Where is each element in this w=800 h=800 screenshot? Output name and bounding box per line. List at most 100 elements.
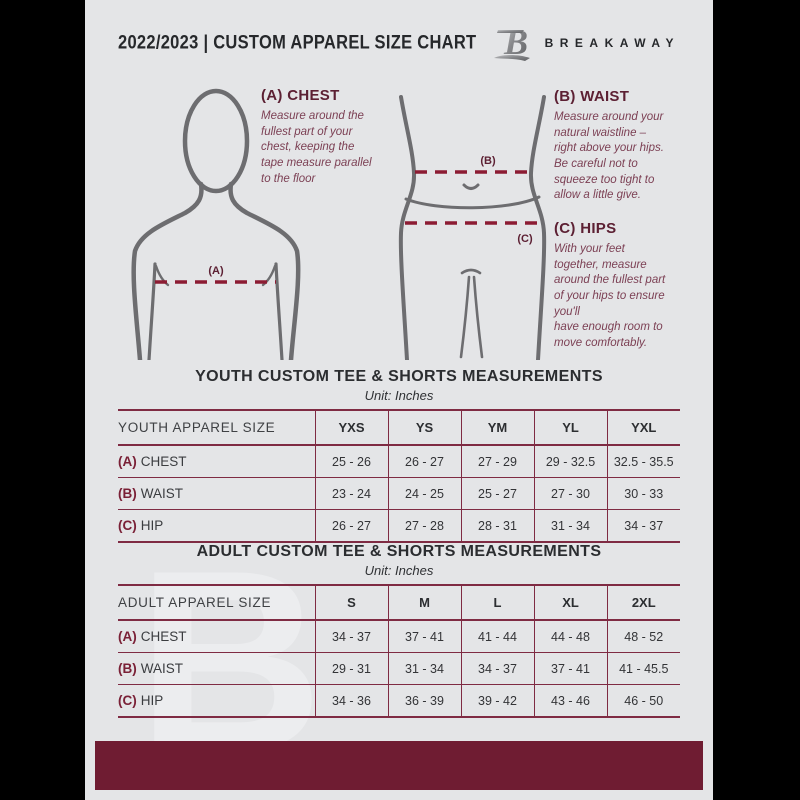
- size-cell: 46 - 50: [606, 684, 680, 717]
- youth-section-title: YOUTH CUSTOM TEE & SHORTS MEASUREMENTS: [195, 368, 603, 385]
- brand-wordmark: BREAKAWAY: [544, 36, 680, 50]
- row-label: (A) CHEST: [118, 445, 315, 478]
- size-cell: 23 - 24: [314, 477, 388, 510]
- lower-body-diagram: (B) (C): [398, 95, 547, 360]
- size-cell: 34 - 37: [606, 509, 680, 542]
- size-cell: 27 - 28: [387, 509, 461, 542]
- size-cell: 41 - 44: [460, 620, 534, 653]
- size-cell: 34 - 36: [314, 684, 388, 717]
- youth-size-table: YOUTH APPAREL SIZE YXS YS YM YL YXL (A) C…: [118, 409, 680, 543]
- row-marker: (A): [118, 629, 137, 644]
- youth-waist-row: (B) WAIST 23 - 24 24 - 25 25 - 27 27 - 30…: [118, 477, 680, 510]
- size-cell: 31 - 34: [533, 509, 607, 542]
- adult-col-m: M: [387, 585, 461, 620]
- youth-section-unit: Unit: Inches: [364, 388, 434, 403]
- page-header: 2022/2023 | CUSTOM APPAREL SIZE CHART B: [85, 12, 713, 74]
- adult-col-2xl: 2XL: [606, 585, 680, 620]
- size-cell: 48 - 52: [606, 620, 680, 653]
- row-marker: (B): [118, 661, 137, 676]
- figure-right-side: [274, 262, 284, 360]
- size-cell: 44 - 48: [533, 620, 607, 653]
- row-marker: (C): [118, 693, 137, 708]
- chest-guide-heading: (A) CHEST: [261, 87, 340, 104]
- row-label: (B) WAIST: [118, 478, 315, 510]
- figure-left-inner-leg: [459, 275, 471, 359]
- row-label: (B) WAIST: [118, 653, 315, 685]
- figure-left-outline: [398, 95, 417, 360]
- youth-size-col-header: YOUTH APPAREL SIZE: [118, 420, 276, 435]
- adult-col-xl: XL: [533, 585, 607, 620]
- size-cell: 29 - 31: [314, 652, 388, 685]
- size-cell: 27 - 30: [533, 477, 607, 510]
- adult-size-col-header: ADULT APPAREL SIZE: [118, 595, 272, 610]
- row-label-text: WAIST: [140, 661, 183, 676]
- chest-marker-label: (A): [208, 265, 224, 277]
- page-title: 2022/2023 | CUSTOM APPAREL SIZE CHART: [118, 31, 477, 54]
- youth-col-ym: YM: [460, 410, 534, 445]
- size-cell: 29 - 32.5: [533, 445, 607, 478]
- row-label-text: CHEST: [140, 629, 187, 644]
- row-label-text: HIP: [140, 518, 164, 533]
- figure-right-inner-leg: [472, 275, 484, 359]
- waist-guide-text: Measure around your natural waistline – …: [554, 111, 664, 202]
- logo-top-bar: [496, 30, 524, 33]
- size-cell: 36 - 39: [387, 684, 461, 717]
- size-cell: 43 - 46: [533, 684, 607, 717]
- size-chart-page: B 2022/2023 | CUSTOM APPAREL SIZE CHART …: [85, 0, 713, 800]
- figure-right-shoulder-arm: [228, 181, 301, 360]
- size-cell: 25 - 26: [314, 445, 388, 478]
- adult-header-row: ADULT APPAREL SIZE S M L XL 2XL: [118, 585, 680, 620]
- youth-header-row: YOUTH APPAREL SIZE YXS YS YM YL YXL: [118, 410, 680, 445]
- size-cell: 27 - 29: [460, 445, 534, 478]
- hips-marker-label: (C): [517, 233, 533, 245]
- youth-hip-row: (C) HIP 26 - 27 27 - 28 28 - 31 31 - 34 3…: [118, 509, 680, 543]
- figure-crotch-curve: [460, 268, 482, 275]
- youth-col-yxs: YXS: [314, 410, 388, 445]
- adult-chest-row: (A) CHEST 34 - 37 37 - 41 41 - 44 44 - 48…: [118, 620, 680, 653]
- size-cell: 26 - 27: [387, 445, 461, 478]
- row-label-text: CHEST: [140, 454, 187, 469]
- figure-left-side: [147, 262, 157, 360]
- row-label: (A) CHEST: [118, 620, 315, 653]
- size-cell: 30 - 33: [606, 477, 680, 510]
- letterbox-left: [0, 0, 85, 800]
- row-label-text: WAIST: [140, 486, 183, 501]
- adult-col-l: L: [460, 585, 534, 620]
- size-cell: 34 - 37: [314, 620, 388, 653]
- youth-col-yxl: YXL: [606, 410, 680, 445]
- figure-navel: [462, 183, 480, 190]
- size-cell: 37 - 41: [387, 620, 461, 653]
- brand-lockup: B BREAKAWAY: [490, 21, 680, 65]
- figure-right-outline: [528, 95, 547, 360]
- adult-section-title: ADULT CUSTOM TEE & SHORTS MEASUREMENTS: [196, 543, 602, 560]
- youth-col-yl: YL: [533, 410, 607, 445]
- size-cell: 28 - 31: [460, 509, 534, 542]
- footer-accent-bar: [95, 741, 703, 790]
- row-marker: (C): [118, 518, 137, 533]
- row-label: (C) HIP: [118, 510, 315, 543]
- size-cell: 26 - 27: [314, 509, 388, 542]
- letterbox-right: [713, 0, 800, 800]
- size-cell: 25 - 27: [460, 477, 534, 510]
- upper-body-diagram: (A): [131, 88, 301, 360]
- size-cell: 31 - 34: [387, 652, 461, 685]
- figure-hip-crease: [404, 195, 541, 210]
- row-marker: (B): [118, 486, 137, 501]
- figure-left-shoulder-arm: [131, 181, 204, 360]
- size-cell: 34 - 37: [460, 652, 534, 685]
- size-cell: 39 - 42: [460, 684, 534, 717]
- waist-marker-label: (B): [480, 155, 496, 167]
- size-cell: 24 - 25: [387, 477, 461, 510]
- chest-guide-text: Measure around the fullest part of your …: [261, 110, 372, 185]
- figure-head: [182, 88, 250, 194]
- adult-col-s: S: [314, 585, 388, 620]
- waist-guide-heading: (B) WAIST: [554, 88, 630, 105]
- breakaway-logo-icon: B: [493, 22, 530, 62]
- adult-waist-row: (B) WAIST 29 - 31 31 - 34 34 - 37 37 - 41…: [118, 652, 680, 685]
- adult-size-table: ADULT APPAREL SIZE S M L XL 2XL (A) CHEST…: [118, 584, 680, 718]
- youth-chest-row: (A) CHEST 25 - 26 26 - 27 27 - 29 29 - 32…: [118, 445, 680, 478]
- size-cell: 41 - 45.5: [606, 652, 680, 685]
- size-cell: 37 - 41: [533, 652, 607, 685]
- hips-guide-heading: (C) HIPS: [554, 220, 617, 237]
- adult-section-unit: Unit: Inches: [364, 563, 434, 578]
